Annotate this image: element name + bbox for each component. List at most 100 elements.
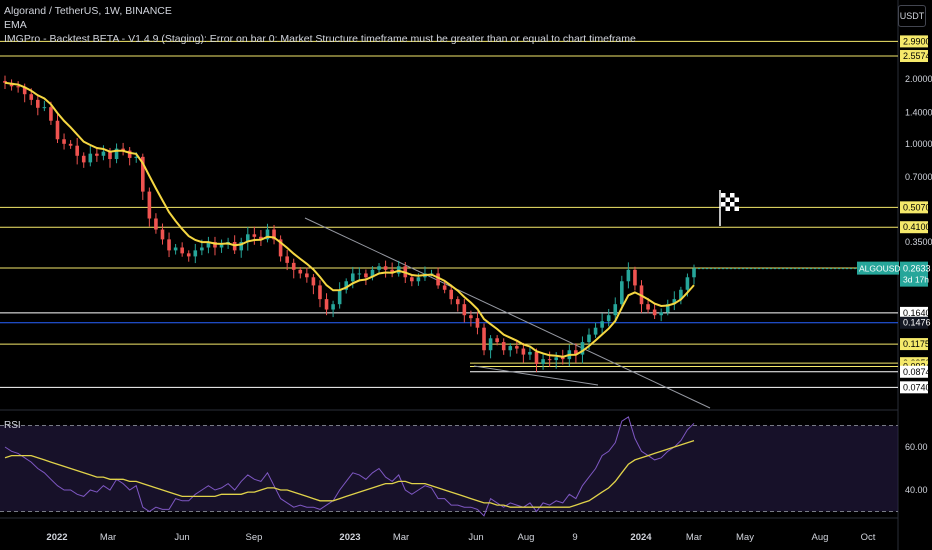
candle-body: [574, 350, 578, 355]
candle-body: [370, 269, 375, 278]
candle-body: [75, 145, 79, 156]
price-level-label: 0.1476: [903, 318, 931, 328]
price-tick-label: 0.3500: [905, 237, 932, 247]
candle-body: [134, 156, 139, 158]
price-tick-label: 0.7000: [905, 172, 932, 182]
time-tick-label: Mar: [686, 532, 702, 543]
candle-body: [200, 247, 204, 251]
candle-body: [508, 346, 513, 351]
time-tick-label: 9: [572, 532, 577, 543]
time-tick-label: Mar: [393, 532, 409, 543]
time-tick-label: 2022: [46, 532, 67, 543]
candle-body: [311, 277, 316, 286]
price-tick-label: 1.0000: [905, 139, 932, 149]
candle-body: [344, 281, 349, 290]
candle-body: [659, 312, 663, 316]
price-level-tag: [900, 50, 928, 63]
time-tick-label: Aug: [812, 532, 829, 543]
candle-body: [646, 304, 650, 310]
candle-body: [16, 86, 20, 88]
candle-body: [593, 327, 598, 335]
price-level-tag: [900, 35, 928, 48]
rsi-ma-line: [4, 439, 695, 508]
candle-body: [357, 273, 362, 275]
imgpro-indicator-label[interactable]: IMGPro - Backtest BETA - V1.4.9 (Staging…: [4, 33, 636, 45]
candle-body: [108, 151, 112, 160]
candle-body: [665, 304, 670, 313]
descending-trendline: [304, 217, 711, 409]
price-level-tag: [900, 338, 928, 351]
time-tick-label: Mar: [100, 532, 116, 543]
candle-body: [193, 250, 198, 257]
candle-body: [22, 86, 27, 95]
candle-body: [298, 269, 303, 274]
candle-body: [154, 218, 158, 230]
candle-body: [245, 234, 250, 242]
candle-body: [377, 266, 381, 270]
time-tick-label: 2024: [630, 532, 652, 543]
candle-body: [528, 351, 532, 355]
candle-body: [318, 285, 322, 300]
candle-body: [127, 150, 132, 158]
price-level-tag: [900, 381, 928, 394]
time-tick-label: Sep: [246, 532, 263, 543]
candle-body: [560, 357, 565, 360]
candle-body: [541, 359, 545, 364]
candle-body: [114, 148, 119, 160]
price-tick-label: 2.0000: [905, 74, 932, 84]
candle-body: [62, 139, 66, 144]
candle-body: [534, 351, 539, 364]
ema-indicator-label[interactable]: EMA: [4, 19, 27, 31]
symbol-tag: [857, 261, 899, 275]
price-level-label: 2.5574: [903, 51, 931, 61]
candle-body: [679, 289, 683, 300]
price-level-label: 2.9900: [903, 36, 931, 46]
candle-body: [652, 309, 657, 316]
candle-body: [482, 327, 486, 351]
price-level-tag: [900, 365, 928, 378]
candle-body: [626, 269, 631, 282]
lower-trendline: [473, 365, 599, 386]
price-level-label: 0.1175: [903, 339, 930, 349]
candle-body: [390, 269, 394, 274]
candle-body: [186, 253, 191, 257]
candle-body: [101, 151, 106, 156]
candle-body: [449, 289, 454, 300]
price-level-label: 0.4100: [903, 222, 931, 232]
ema-line: [4, 81, 695, 358]
price-level-tag: [900, 306, 928, 319]
current-price-tag: [900, 261, 928, 287]
rsi-band: [0, 425, 898, 512]
candle-body: [383, 266, 388, 270]
rsi-label: RSI: [4, 420, 21, 431]
candle-body: [337, 289, 342, 305]
candle-body: [206, 242, 211, 248]
candle-body: [488, 338, 493, 351]
candle-body: [515, 346, 519, 349]
candle-body: [469, 315, 473, 319]
time-tick-label: Aug: [518, 532, 535, 543]
rsi-tick-label: 40.00: [905, 485, 928, 495]
candle-body: [521, 348, 526, 355]
candle-body: [587, 334, 591, 343]
candle-body: [692, 268, 696, 278]
candle-body: [350, 273, 355, 282]
candle-body: [141, 156, 145, 192]
time-tick-label: Oct: [861, 532, 876, 543]
candle-body: [455, 299, 460, 305]
time-tick-label: 2023: [339, 532, 360, 543]
candle-body: [410, 277, 414, 282]
symbol-title: Algorand / TetherUS, 1W, BINANCE: [4, 5, 172, 17]
candle-body: [547, 359, 552, 361]
price-tick-label: 1.4000: [905, 107, 932, 117]
candle-body: [265, 229, 270, 240]
candle-body: [305, 273, 309, 278]
candle-body: [42, 107, 47, 109]
time-tick-label: Jun: [468, 532, 483, 543]
candle-body: [55, 120, 60, 140]
candle-body: [29, 94, 34, 100]
candle-body: [501, 342, 506, 351]
currency-button[interactable]: USDT: [898, 5, 926, 27]
candle-body: [3, 80, 7, 83]
